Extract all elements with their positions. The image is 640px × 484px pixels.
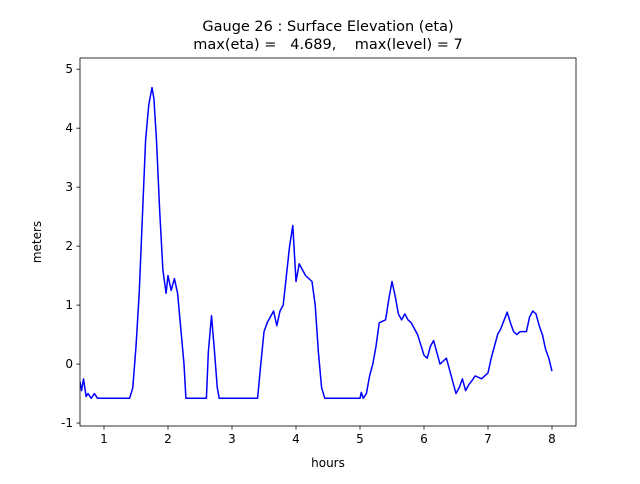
x-tick-label: 3 bbox=[228, 432, 236, 446]
x-axis-label: hours bbox=[311, 456, 345, 470]
data-line bbox=[80, 86, 553, 400]
chart-title: Gauge 26 : Surface Elevation (eta) bbox=[202, 19, 453, 35]
y-axis-label: meters bbox=[30, 221, 44, 263]
x-tick-label: 5 bbox=[356, 432, 364, 446]
y-tick-label: 3 bbox=[65, 180, 73, 194]
y-tick-label: 5 bbox=[65, 62, 73, 76]
x-tick-label: 4 bbox=[292, 432, 300, 446]
plot-frame bbox=[79, 57, 577, 427]
x-tick-label: 7 bbox=[484, 432, 492, 446]
y-tick-label: 1 bbox=[65, 298, 73, 312]
x-tick-label: 8 bbox=[548, 432, 556, 446]
x-tick-label: 2 bbox=[164, 432, 172, 446]
x-tick-label: 1 bbox=[100, 432, 108, 446]
y-tick-label: 4 bbox=[65, 121, 73, 135]
y-tick-label: 2 bbox=[65, 239, 73, 253]
y-tick-label: 0 bbox=[65, 357, 73, 371]
x-tick-label: 6 bbox=[420, 432, 428, 446]
y-tick-label: -1 bbox=[61, 416, 73, 430]
chart-subtitle: max(eta) = 4.689, max(level) = 7 bbox=[193, 37, 463, 53]
